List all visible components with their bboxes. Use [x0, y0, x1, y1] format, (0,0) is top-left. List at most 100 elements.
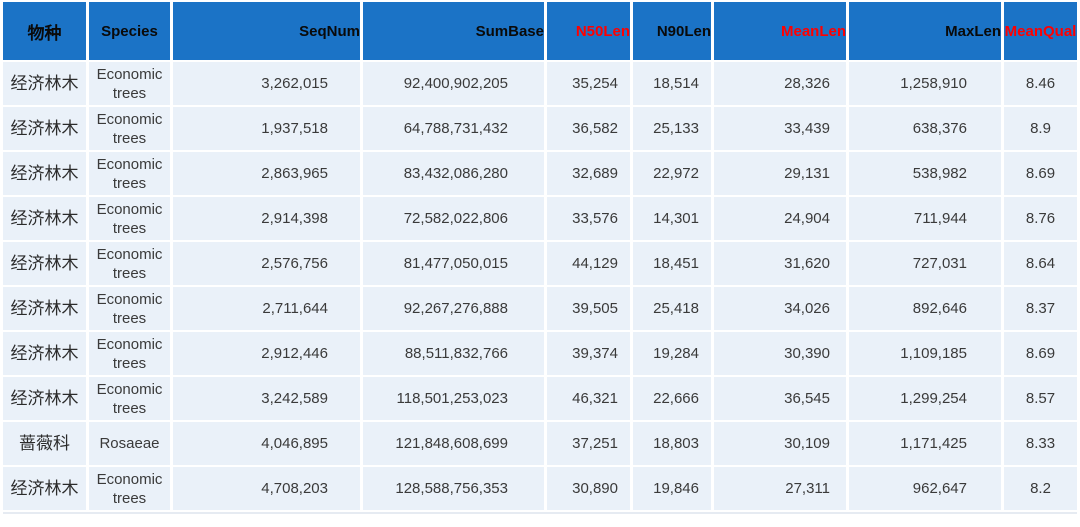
table-row: 经济林木 Economic trees 2,914,398 72,582,022,80…	[3, 197, 1077, 240]
header-cell-n50len: N50Len	[547, 2, 630, 60]
cell-n90len: 18,803	[633, 422, 711, 465]
table-row: 经济林木 Economic trees 1,937,518 64,788,731,43…	[3, 107, 1077, 150]
sequencing-stats-table: 物种 Species SeqNum SumBase N50Len N90Len MeanLe…	[3, 2, 1077, 510]
cell-n50len: 30,890	[547, 467, 630, 510]
cell-maxlen: 892,646	[849, 287, 1001, 330]
cell-meanqual: 8.46	[1004, 62, 1077, 105]
cell-meanlen: 24,904	[714, 197, 846, 240]
cell-n90len: 19,846	[633, 467, 711, 510]
cell-n90len: 14,301	[633, 197, 711, 240]
cell-meanqual: 8.33	[1004, 422, 1077, 465]
cell-meanlen: 30,390	[714, 332, 846, 375]
cell-sumbase: 72,582,022,806	[363, 197, 544, 240]
cell-n90len: 25,133	[633, 107, 711, 150]
cell-meanlen: 34,026	[714, 287, 846, 330]
cell-meanlen: 36,545	[714, 377, 846, 420]
cell-seqnum: 2,914,398	[173, 197, 360, 240]
header-cell-species-cn: 物种	[3, 2, 86, 60]
cell-meanqual: 8.2	[1004, 467, 1077, 510]
cell-sumbase: 83,432,086,280	[363, 152, 544, 195]
cell-meanqual: 8.69	[1004, 332, 1077, 375]
cell-sumbase: 64,788,731,432	[363, 107, 544, 150]
cell-seqnum: 3,242,589	[173, 377, 360, 420]
cell-maxlen: 962,647	[849, 467, 1001, 510]
cell-maxlen: 711,944	[849, 197, 1001, 240]
table-row: 经济林木 Economic trees 2,576,756 81,477,050,01…	[3, 242, 1077, 285]
cell-species-cn: 蔷薇科	[3, 422, 86, 465]
cell-n90len: 22,666	[633, 377, 711, 420]
cell-n90len: 25,418	[633, 287, 711, 330]
cell-n50len: 39,374	[547, 332, 630, 375]
cell-species-en: Economic trees	[89, 62, 170, 105]
cell-seqnum: 2,912,446	[173, 332, 360, 375]
table-row: 经济林木 Economic trees 3,242,589 118,501,253,0…	[3, 377, 1077, 420]
cell-meanqual: 8.76	[1004, 197, 1077, 240]
cell-species-cn: 经济林木	[3, 242, 86, 285]
cell-species-en: Economic trees	[89, 377, 170, 420]
cell-maxlen: 1,299,254	[849, 377, 1001, 420]
cell-species-en: Economic trees	[89, 197, 170, 240]
table-bottom-shadow	[3, 512, 1077, 514]
cell-n90len: 19,284	[633, 332, 711, 375]
cell-n50len: 36,582	[547, 107, 630, 150]
cell-n50len: 32,689	[547, 152, 630, 195]
cell-seqnum: 2,711,644	[173, 287, 360, 330]
cell-sumbase: 92,400,902,205	[363, 62, 544, 105]
cell-species-cn: 经济林木	[3, 62, 86, 105]
cell-species-cn: 经济林木	[3, 197, 86, 240]
table-body: 经济林木 Economic trees 3,262,015 92,400,902,20…	[3, 62, 1077, 510]
table-row: 经济林木 Economic trees 3,262,015 92,400,902,20…	[3, 62, 1077, 105]
cell-meanlen: 31,620	[714, 242, 846, 285]
cell-seqnum: 4,708,203	[173, 467, 360, 510]
cell-n50len: 46,321	[547, 377, 630, 420]
cell-seqnum: 4,046,895	[173, 422, 360, 465]
cell-meanqual: 8.69	[1004, 152, 1077, 195]
cell-species-cn: 经济林木	[3, 152, 86, 195]
cell-sumbase: 88,511,832,766	[363, 332, 544, 375]
header-cell-seqnum: SeqNum	[173, 2, 360, 60]
table-row: 经济林木 Economic trees 2,711,644 92,267,276,88…	[3, 287, 1077, 330]
cell-maxlen: 727,031	[849, 242, 1001, 285]
cell-maxlen: 638,376	[849, 107, 1001, 150]
cell-meanlen: 27,311	[714, 467, 846, 510]
header-row: 物种 Species SeqNum SumBase N50Len N90Len MeanLe…	[3, 2, 1077, 60]
cell-species-en: Economic trees	[89, 152, 170, 195]
cell-seqnum: 2,576,756	[173, 242, 360, 285]
cell-meanqual: 8.37	[1004, 287, 1077, 330]
header-cell-meanlen: MeanLen	[714, 2, 846, 60]
cell-n50len: 39,505	[547, 287, 630, 330]
cell-meanlen: 33,439	[714, 107, 846, 150]
header-cell-maxlen: MaxLen	[849, 2, 1001, 60]
header-cell-species-en: Species	[89, 2, 170, 60]
cell-sumbase: 121,848,608,699	[363, 422, 544, 465]
cell-n50len: 44,129	[547, 242, 630, 285]
cell-meanlen: 28,326	[714, 62, 846, 105]
cell-species-en: Economic trees	[89, 107, 170, 150]
cell-species-en: Economic trees	[89, 467, 170, 510]
cell-meanlen: 30,109	[714, 422, 846, 465]
cell-species-en: Economic trees	[89, 242, 170, 285]
table-row: 蔷薇科 Rosaeae 4,046,895 121,848,608,699 37,251…	[3, 422, 1077, 465]
cell-meanqual: 8.64	[1004, 242, 1077, 285]
cell-species-en: Rosaeae	[89, 422, 170, 465]
header-cell-sumbase: SumBase	[363, 2, 544, 60]
cell-species-cn: 经济林木	[3, 287, 86, 330]
cell-maxlen: 1,258,910	[849, 62, 1001, 105]
cell-sumbase: 81,477,050,015	[363, 242, 544, 285]
cell-maxlen: 538,982	[849, 152, 1001, 195]
cell-species-en: Economic trees	[89, 287, 170, 330]
cell-maxlen: 1,171,425	[849, 422, 1001, 465]
table-header: 物种 Species SeqNum SumBase N50Len N90Len MeanLe…	[3, 2, 1077, 60]
table-row: 经济林木 Economic trees 4,708,203 128,588,756,3…	[3, 467, 1077, 510]
cell-species-cn: 经济林木	[3, 107, 86, 150]
cell-sumbase: 118,501,253,023	[363, 377, 544, 420]
cell-n50len: 37,251	[547, 422, 630, 465]
table-row: 经济林木 Economic trees 2,912,446 88,511,832,76…	[3, 332, 1077, 375]
cell-meanqual: 8.57	[1004, 377, 1077, 420]
cell-n90len: 22,972	[633, 152, 711, 195]
header-cell-meanqual: MeanQual	[1004, 2, 1077, 60]
cell-species-cn: 经济林木	[3, 467, 86, 510]
cell-maxlen: 1,109,185	[849, 332, 1001, 375]
cell-species-cn: 经济林木	[3, 377, 86, 420]
cell-meanqual: 8.9	[1004, 107, 1077, 150]
